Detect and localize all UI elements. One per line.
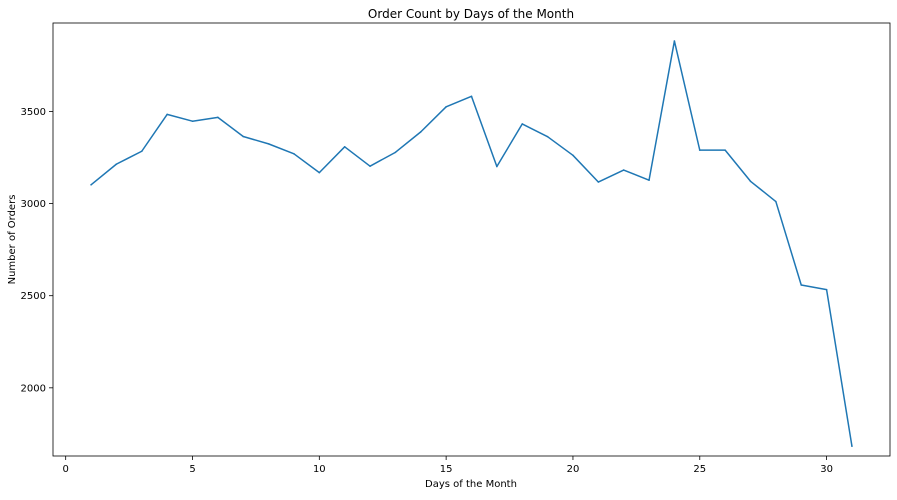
- data-point: [90, 183, 92, 186]
- y-tick-label: 3500: [21, 107, 46, 118]
- data-point: [749, 180, 752, 183]
- x-tick-label: 15: [440, 464, 453, 475]
- x-axis-label: Days of the Month: [425, 479, 517, 490]
- data-point: [825, 288, 828, 291]
- data-point: [242, 135, 245, 138]
- y-axis-label: Number of Orders: [7, 195, 18, 285]
- data-point: [622, 169, 625, 171]
- x-tick-label: 5: [189, 464, 195, 475]
- data-point: [140, 150, 143, 153]
- data-point: [698, 149, 701, 151]
- data-point: [470, 95, 473, 98]
- data-point: [343, 146, 346, 148]
- data-point: [267, 143, 270, 145]
- x-tick-label: 0: [62, 464, 68, 475]
- data-point: [724, 149, 726, 151]
- data-point: [800, 284, 803, 286]
- data-point: [217, 116, 219, 119]
- series-layer: [90, 40, 853, 448]
- data-point: [851, 445, 853, 448]
- chart-title: Order Count by Days of the Month: [368, 7, 574, 21]
- data-point: [293, 153, 295, 155]
- series-line: [90, 40, 853, 447]
- data-point: [369, 165, 371, 167]
- data-point: [673, 40, 676, 42]
- data-point: [496, 165, 498, 168]
- data-point: [648, 179, 650, 181]
- x-tick-label: 20: [567, 464, 580, 475]
- y-tick-label: 2000: [21, 383, 46, 394]
- x-tick-label: 25: [693, 464, 706, 475]
- plot-area-frame: [52, 22, 891, 457]
- y-tick-label: 3000: [21, 199, 46, 210]
- data-point: [521, 123, 524, 125]
- data-point: [166, 113, 168, 116]
- data-point: [191, 120, 194, 123]
- data-point: [597, 181, 600, 183]
- data-point: [775, 200, 777, 203]
- x-tick-label: 30: [820, 464, 833, 475]
- data-point: [115, 163, 118, 165]
- data-point: [546, 135, 549, 138]
- y-axis-ticks: 2000 2500 3000 3500: [21, 107, 53, 394]
- x-axis-ticks: 0 5 10 15 20 25 30: [62, 456, 833, 475]
- y-tick-label: 2500: [21, 291, 46, 302]
- x-tick-label: 10: [313, 464, 326, 475]
- data-point: [445, 106, 447, 108]
- data-point: [318, 171, 321, 174]
- data-point: [419, 131, 422, 133]
- data-point: [572, 154, 574, 157]
- data-point: [394, 151, 397, 154]
